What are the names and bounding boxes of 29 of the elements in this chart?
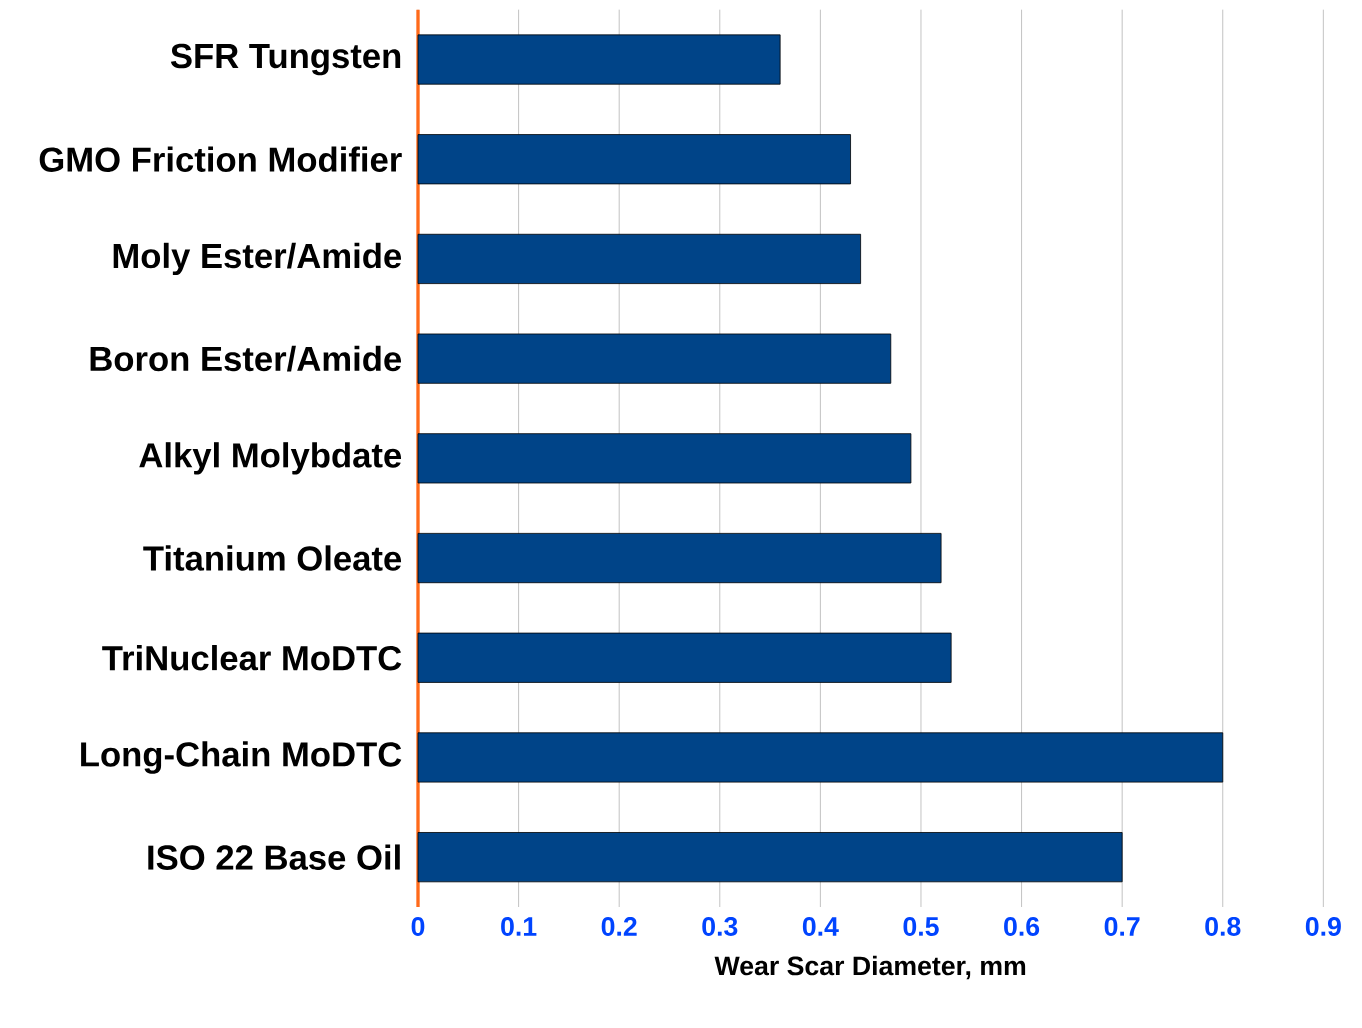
x-tick-label: 0.7	[1104, 917, 1140, 936]
x-tick-label: 0.2	[601, 917, 637, 936]
bar	[417, 34, 781, 85]
y-tick-label: Moly Ester/Amide	[113, 242, 402, 276]
bar	[417, 134, 851, 185]
bar	[417, 333, 892, 384]
y-tick-label: GMO Friction Modifier	[39, 146, 402, 172]
bar	[417, 233, 862, 284]
bar	[417, 632, 952, 683]
bar	[417, 832, 1123, 883]
x-tick-label: 0.3	[702, 917, 738, 936]
bar	[417, 732, 1224, 783]
x-tick-label: 0.9	[1305, 917, 1341, 936]
y-tick-label: TriNuclear MoDTC	[102, 645, 402, 671]
x-tick-label: 0	[411, 917, 425, 936]
y-tick-label: Titanium Oleate	[143, 545, 402, 571]
y-tick-label: Long-Chain MoDTC	[81, 741, 402, 774]
x-tick-label: 0.5	[903, 917, 939, 936]
bar	[417, 532, 942, 584]
y-tick-label: ISO 22 Base Oil	[148, 844, 400, 870]
y-tick-label: SFR Tungsten	[170, 43, 401, 76]
x-tick-label: 0.8	[1205, 917, 1241, 936]
x-tick-label: 0.1	[501, 917, 537, 936]
x-axis-title: Wear Scar Diameter, mm	[714, 955, 1026, 980]
bar	[417, 433, 912, 484]
y-tick-label: Alkyl Molybdate	[139, 442, 402, 475]
x-tick-label: 0.4	[802, 917, 839, 936]
x-tick-label: 0.6	[1004, 917, 1040, 936]
y-tick-label: Boron Ester/Amide	[90, 345, 402, 372]
